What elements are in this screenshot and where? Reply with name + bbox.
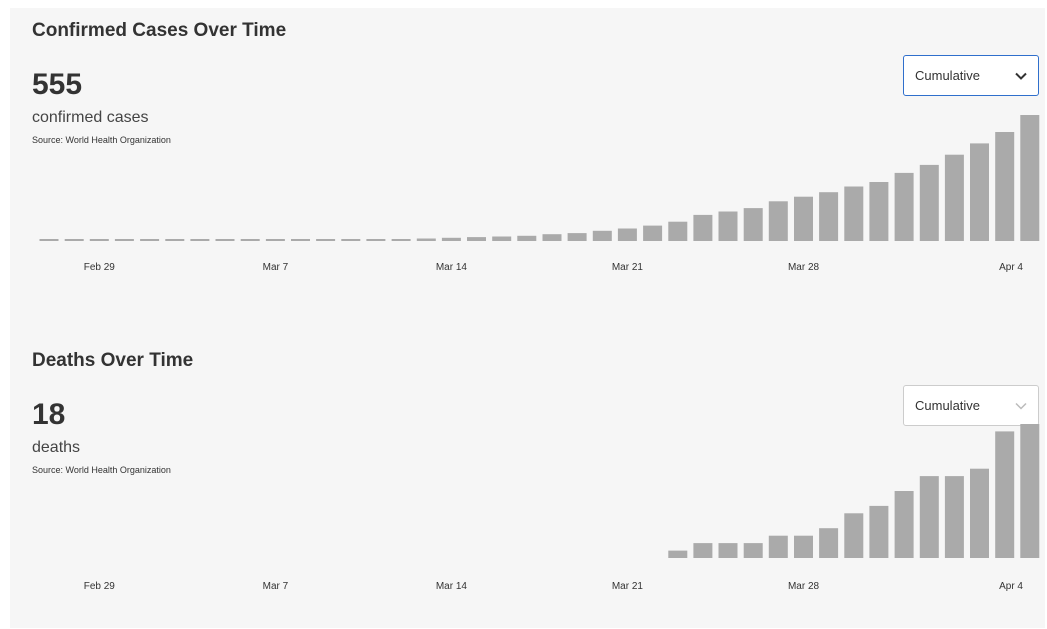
data-source: Source: World Health Organization <box>32 135 171 145</box>
bar <box>416 238 436 241</box>
bar <box>768 535 788 558</box>
bar <box>844 186 864 241</box>
bar <box>794 535 813 558</box>
bar <box>643 225 663 241</box>
confirmed-cases-total: 555 <box>32 68 83 101</box>
bar <box>140 239 160 241</box>
deaths-section: Deaths Over Time 18 deaths Source: World… <box>10 338 1045 628</box>
bar <box>89 239 109 241</box>
bar <box>190 239 210 241</box>
bar <box>944 154 964 241</box>
deaths-total: 18 <box>32 398 66 431</box>
bar <box>617 228 637 241</box>
bar <box>291 239 310 241</box>
bar <box>240 239 260 241</box>
bar <box>215 239 235 241</box>
view-mode-select[interactable]: Cumulative <box>903 385 1039 426</box>
bar <box>919 476 939 558</box>
bar <box>668 221 688 241</box>
bar <box>1020 424 1040 558</box>
data-source: Source: World Health Organization <box>32 465 171 475</box>
bar <box>341 239 361 241</box>
view-mode-value: Cumulative <box>915 398 981 413</box>
bar <box>391 239 411 241</box>
bar <box>995 132 1015 241</box>
bar <box>894 491 914 558</box>
bar <box>894 172 914 241</box>
chart-title: Confirmed Cases Over Time <box>32 20 287 41</box>
confirmed-cases-section: Confirmed Cases Over Time 555 confirmed … <box>10 8 1045 318</box>
bar <box>693 214 713 241</box>
bar <box>366 239 386 241</box>
bar <box>743 543 763 558</box>
view-mode-select[interactable]: Cumulative <box>903 55 1039 96</box>
bar <box>693 543 713 558</box>
bar <box>768 201 788 241</box>
x-tick-label: Mar 21 <box>612 262 644 273</box>
bar <box>39 239 59 241</box>
bar <box>467 237 486 241</box>
view-mode-value: Cumulative <box>915 68 981 83</box>
bar <box>819 528 839 558</box>
confirmed-cases-bar-chart: Feb 29 Mar 7 Mar 14 Mar 21 Mar 28 Apr 4 <box>39 115 1040 273</box>
x-tick-label: Apr 4 <box>999 581 1023 592</box>
bar <box>970 468 989 558</box>
x-tick-label: Mar 7 <box>263 262 289 273</box>
bar <box>265 239 285 241</box>
x-tick-label: Mar 14 <box>436 262 468 273</box>
bar <box>794 196 813 241</box>
bar <box>970 143 989 241</box>
bar <box>718 543 738 558</box>
bar <box>592 230 612 241</box>
bar <box>492 236 512 241</box>
bar <box>995 431 1015 558</box>
x-tick-label: Apr 4 <box>999 262 1023 273</box>
bar <box>869 505 889 558</box>
bar <box>114 239 134 241</box>
bar <box>869 182 889 241</box>
chart-title: Deaths Over Time <box>32 350 194 371</box>
bar <box>718 211 738 241</box>
covid-charts-panel: Confirmed Cases Over Time 555 confirmed … <box>10 8 1045 628</box>
bar <box>64 239 84 241</box>
bar <box>567 233 587 241</box>
bar <box>944 476 964 558</box>
bar <box>1020 115 1040 241</box>
bar <box>165 239 185 241</box>
x-tick-label: Mar 28 <box>788 262 820 273</box>
bar <box>441 237 461 241</box>
x-tick-label: Feb 29 <box>84 581 116 592</box>
x-tick-label: Mar 21 <box>612 581 644 592</box>
bar <box>542 234 562 241</box>
deaths-label: deaths <box>32 439 81 456</box>
bar <box>844 513 864 558</box>
chevron-down-icon <box>1015 72 1027 80</box>
x-tick-label: Mar 14 <box>436 581 468 592</box>
confirmed-cases-label: confirmed cases <box>32 109 149 126</box>
bar <box>316 239 336 241</box>
deaths-bar-chart: Feb 29 Mar 7 Mar 14 Mar 21 Mar 28 Apr 4 <box>84 424 1040 592</box>
x-tick-label: Mar 7 <box>263 581 289 592</box>
bar <box>743 208 763 241</box>
bar <box>517 235 537 241</box>
chevron-down-icon <box>1015 402 1027 410</box>
bar <box>668 550 688 558</box>
bar <box>919 164 939 241</box>
bar <box>819 192 839 241</box>
x-tick-label: Mar 28 <box>788 581 820 592</box>
x-tick-label: Feb 29 <box>84 262 116 273</box>
